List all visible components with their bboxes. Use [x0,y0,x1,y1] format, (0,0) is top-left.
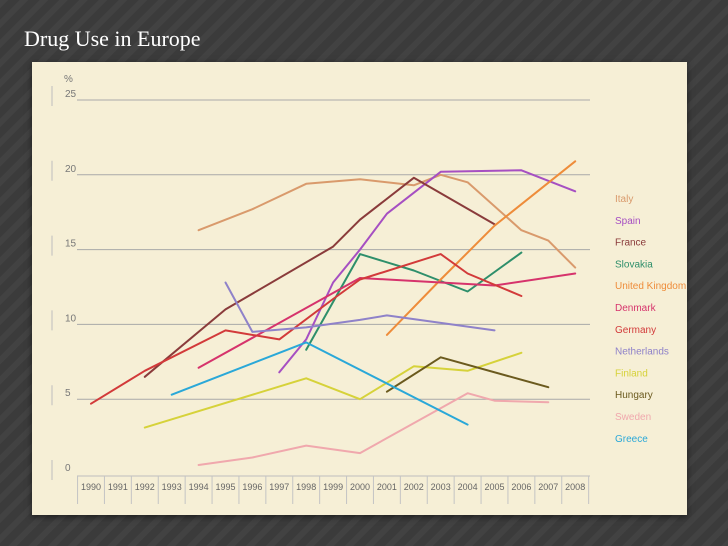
x-tick-label: 2000 [350,482,370,492]
series-line-slovakia [305,251,523,351]
y-tick-label: 5 [65,388,71,399]
x-tick-label: 2005 [484,482,504,492]
y-tick-label: 20 [65,164,77,175]
legend-entry: Italy [615,194,633,205]
legend-entry: Greece [615,434,648,445]
slide-title: Drug Use in Europe [24,26,201,51]
series-layer [90,160,577,466]
legend-entry: Denmark [615,303,657,314]
x-tick-label: 2004 [458,482,478,492]
chart-panel: % 0 5 10 15 20 25 1990 1991 1992 1993 1994 1995 1996 1… [32,62,687,515]
y-tick-label: 15 [65,239,77,250]
legend-entry: Finland [615,368,648,379]
series-line-netherlands [224,281,496,333]
drug-use-line-chart: % 0 5 10 15 20 25 1990 1991 1992 1993 1994 1995 1996 1… [51,74,687,504]
x-tick-label: 1991 [108,482,128,492]
series-line-united-kingdom [385,160,577,336]
series-line-greece [170,341,469,426]
x-tick-label: 2003 [431,482,451,492]
legend-entry: Netherlands [615,347,669,358]
y-axis-unit-label: % [64,74,73,85]
x-tick-label: 1995 [215,482,235,492]
x-tick-label: 1990 [81,482,101,492]
legend-entry: Germany [615,325,656,336]
series-line-germany [90,253,523,405]
x-tick-label: 1999 [323,482,343,492]
x-tick-label: 1998 [296,482,316,492]
y-tick-label: 10 [65,313,77,324]
x-tick-label: 1994 [189,482,209,492]
x-tick-label: 2008 [565,482,585,492]
y-tick-label: 25 [65,89,77,100]
grid-layer: % 0 5 10 15 20 25 1990 1991 1992 1993 1994 1995 1996 1… [51,74,590,504]
x-tick-label: 1993 [162,482,182,492]
legend-entry: Sweden [615,412,651,423]
legend-entry: Hungary [615,390,653,401]
legend-entry: Slovakia [615,259,653,270]
x-tick-label: 1997 [269,482,289,492]
x-tick-label: 2007 [538,482,558,492]
series-line-italy [197,173,577,269]
x-tick-label: 2001 [377,482,397,492]
series-line-denmark [197,272,577,369]
legend-layer: Italy Spain France Slovakia United Kingdom (… [615,194,687,445]
series-line-spain [278,169,577,374]
series-line-sweden [197,392,550,466]
legend-entry: United Kingdom (¹) [615,281,687,292]
legend-entry: Spain [615,216,641,227]
y-tick-label: 0 [65,463,71,474]
series-line-hungary [385,356,550,393]
x-tick-label: 2002 [404,482,424,492]
x-tick-label: 1992 [135,482,155,492]
x-tick-label: 1996 [242,482,262,492]
x-tick-label: 2006 [511,482,531,492]
series-line-france [143,176,496,378]
legend-entry: France [615,238,647,249]
